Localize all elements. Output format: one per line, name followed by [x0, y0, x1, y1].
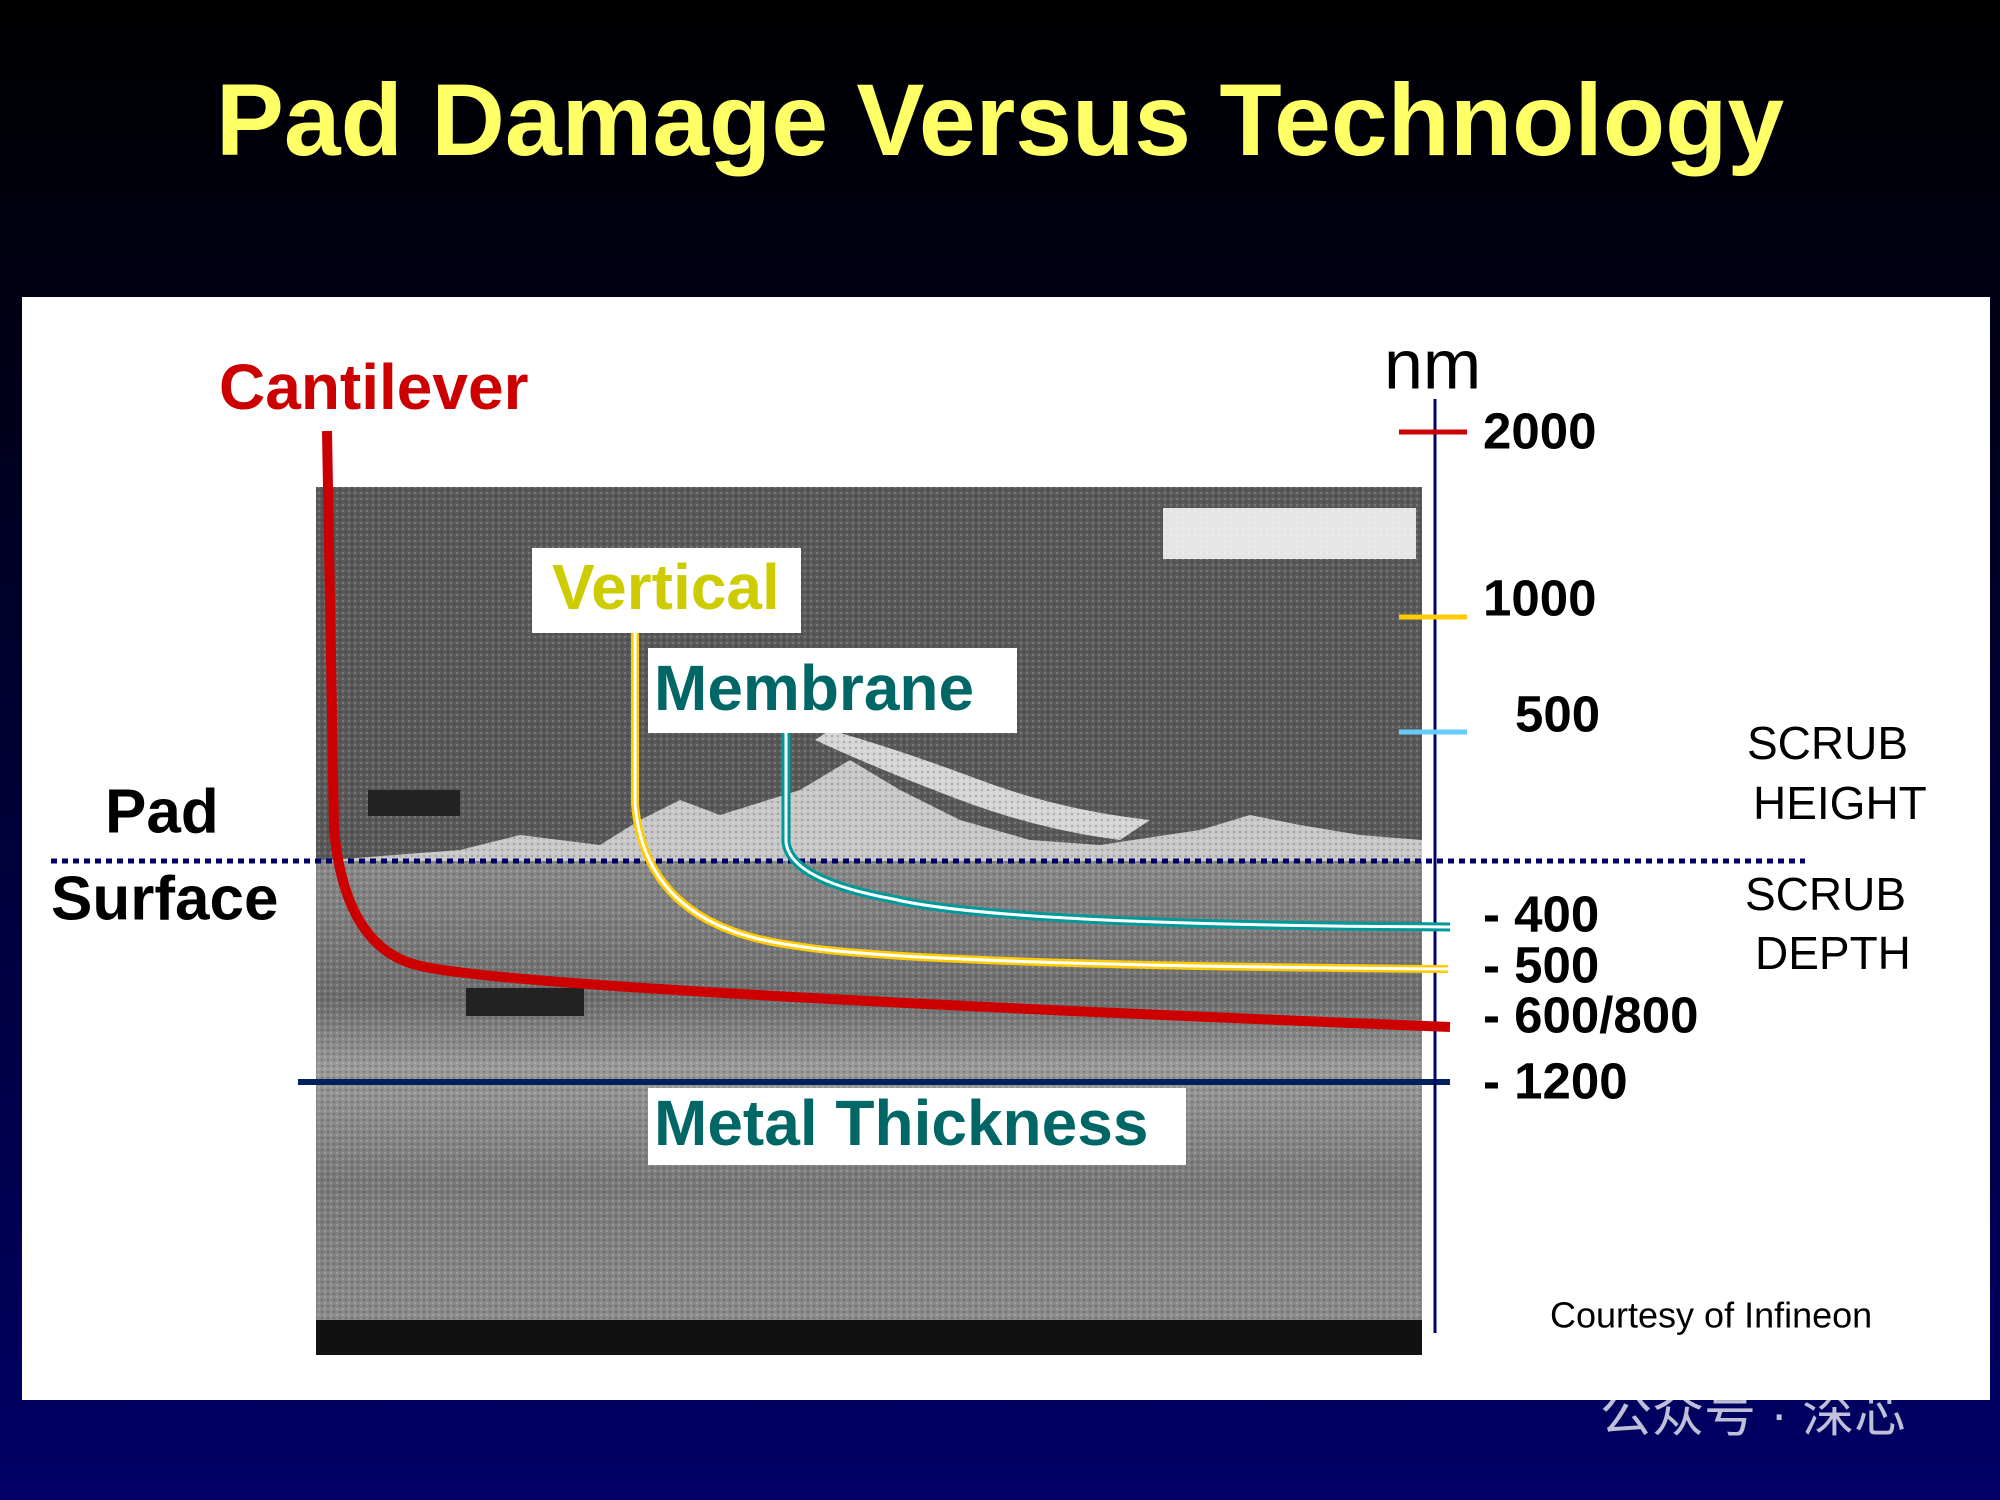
- cantilever-curve: [322, 430, 1451, 1032]
- vertical-curve-inner: [633, 633, 1449, 971]
- vertical-label: Vertical: [552, 551, 780, 623]
- label-box: [648, 648, 1017, 733]
- height-label: 500: [1515, 685, 1600, 742]
- depth-label: - 600/800: [1483, 986, 1699, 1043]
- scrub-depth-label: SCRUB: [1745, 868, 1906, 920]
- height-label: 2000: [1483, 402, 1596, 459]
- label-box: [648, 1088, 1186, 1165]
- depth-label: - 1200: [1483, 1052, 1628, 1109]
- membrane-curve-inner: [784, 733, 1451, 929]
- sem-image: [316, 487, 1422, 1355]
- cantilever-label: Cantilever: [219, 351, 528, 423]
- scrub-height-label: SCRUB: [1747, 717, 1908, 769]
- scale-unit: nm: [1384, 325, 1481, 403]
- pad-label: Pad: [105, 777, 219, 846]
- surface-label: Surface: [51, 864, 278, 933]
- label-box: [532, 548, 801, 633]
- depth-label: - 400: [1483, 885, 1599, 942]
- metal-thickness-label: Metal Thickness: [654, 1087, 1148, 1159]
- credit: Courtesy of Infineon: [1550, 1295, 1872, 1336]
- membrane-label: Membrane: [654, 652, 974, 724]
- watermark: 公众号 · 深芯: [1600, 1386, 1906, 1444]
- height-label: 1000: [1483, 569, 1596, 626]
- scrub-depth-label: DEPTH: [1755, 927, 1911, 979]
- scrub-height-label: HEIGHT: [1753, 777, 1927, 829]
- depth-label: - 500: [1483, 936, 1599, 993]
- slide-title: Pad Damage Versus Technology: [216, 63, 1785, 177]
